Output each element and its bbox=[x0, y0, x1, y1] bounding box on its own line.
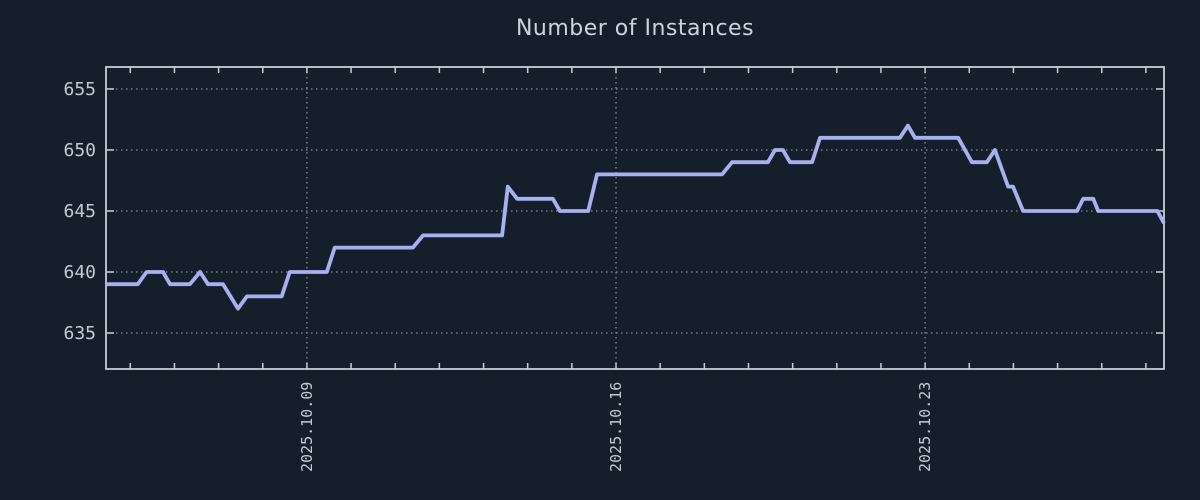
y-tick-label: 645 bbox=[63, 201, 96, 222]
y-tick-label: 650 bbox=[63, 140, 96, 161]
x-tick-label: 2025.10.16 bbox=[607, 382, 625, 472]
x-tick-label: 2025.10.09 bbox=[298, 382, 316, 472]
y-tick-label: 640 bbox=[63, 262, 96, 283]
chart-title: Number of Instances bbox=[515, 16, 755, 41]
y-tick-label: 635 bbox=[63, 323, 96, 344]
x-tick-label: 2025.10.23 bbox=[916, 382, 934, 472]
plot-border bbox=[105, 66, 1165, 370]
series-line-instances bbox=[106, 123, 1166, 311]
y-tick-label: 655 bbox=[63, 79, 96, 100]
